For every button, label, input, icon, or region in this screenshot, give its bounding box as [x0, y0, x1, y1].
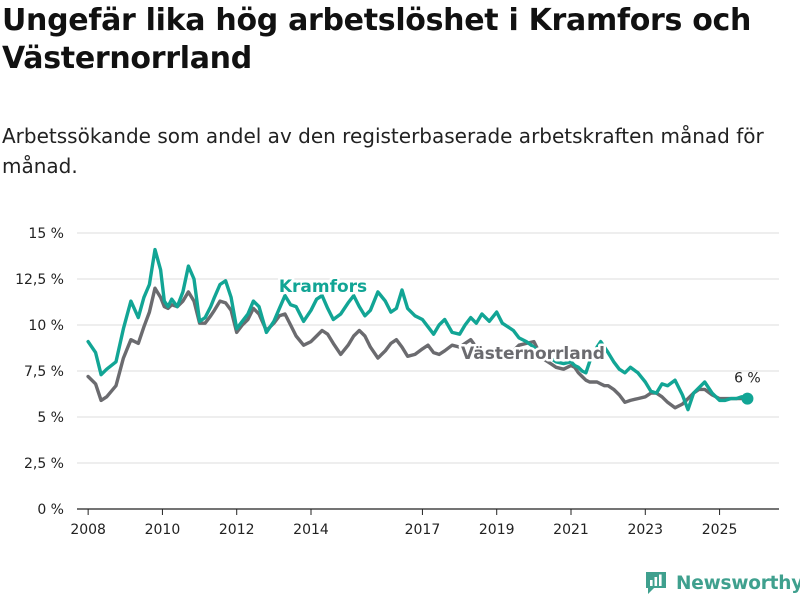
y-tick-label: 5 % [37, 410, 64, 426]
x-tick-label: 2017 [405, 522, 441, 538]
kramfors-label: Kramfors [279, 277, 367, 297]
x-tick-label: 2010 [145, 522, 181, 538]
x-tick-label: 2023 [627, 522, 663, 538]
vasternorrland-label: Västernorrland [461, 344, 605, 364]
page-title: Ungefär lika hög arbetslöshet i Kramfors… [2, 3, 752, 76]
end-value-label: 6 % [734, 371, 761, 387]
x-tick-label: 2014 [293, 522, 329, 538]
y-tick-label: 12,5 % [15, 272, 64, 288]
x-tick-label: 2025 [702, 522, 738, 538]
y-tick-label: 7,5 % [24, 364, 64, 380]
vasternorrland-label-halo: Västernorrland [461, 344, 605, 364]
y-tick-label: 2,5 % [24, 456, 64, 472]
kramfors-label-halo: Kramfors [279, 277, 367, 297]
x-tick-label: 2019 [479, 522, 515, 538]
x-tick-label: 2008 [70, 522, 106, 538]
kramfors-line [86, 247, 750, 412]
y-tick-label: 10 % [28, 318, 64, 334]
y-tick-label: 15 % [28, 226, 64, 242]
newsworthy-logo: Newsworthy [644, 569, 800, 597]
newsworthy-logo-text: Newsworthy [676, 572, 800, 594]
newsworthy-logo-icon [646, 572, 666, 594]
y-tick-label: 0 % [37, 502, 64, 518]
chart-subtitle: Arbetssökande som andel av den registerb… [2, 124, 764, 178]
x-tick-label: 2021 [553, 522, 589, 538]
x-tick-label: 2012 [219, 522, 255, 538]
kramfors-end-point [741, 392, 754, 405]
